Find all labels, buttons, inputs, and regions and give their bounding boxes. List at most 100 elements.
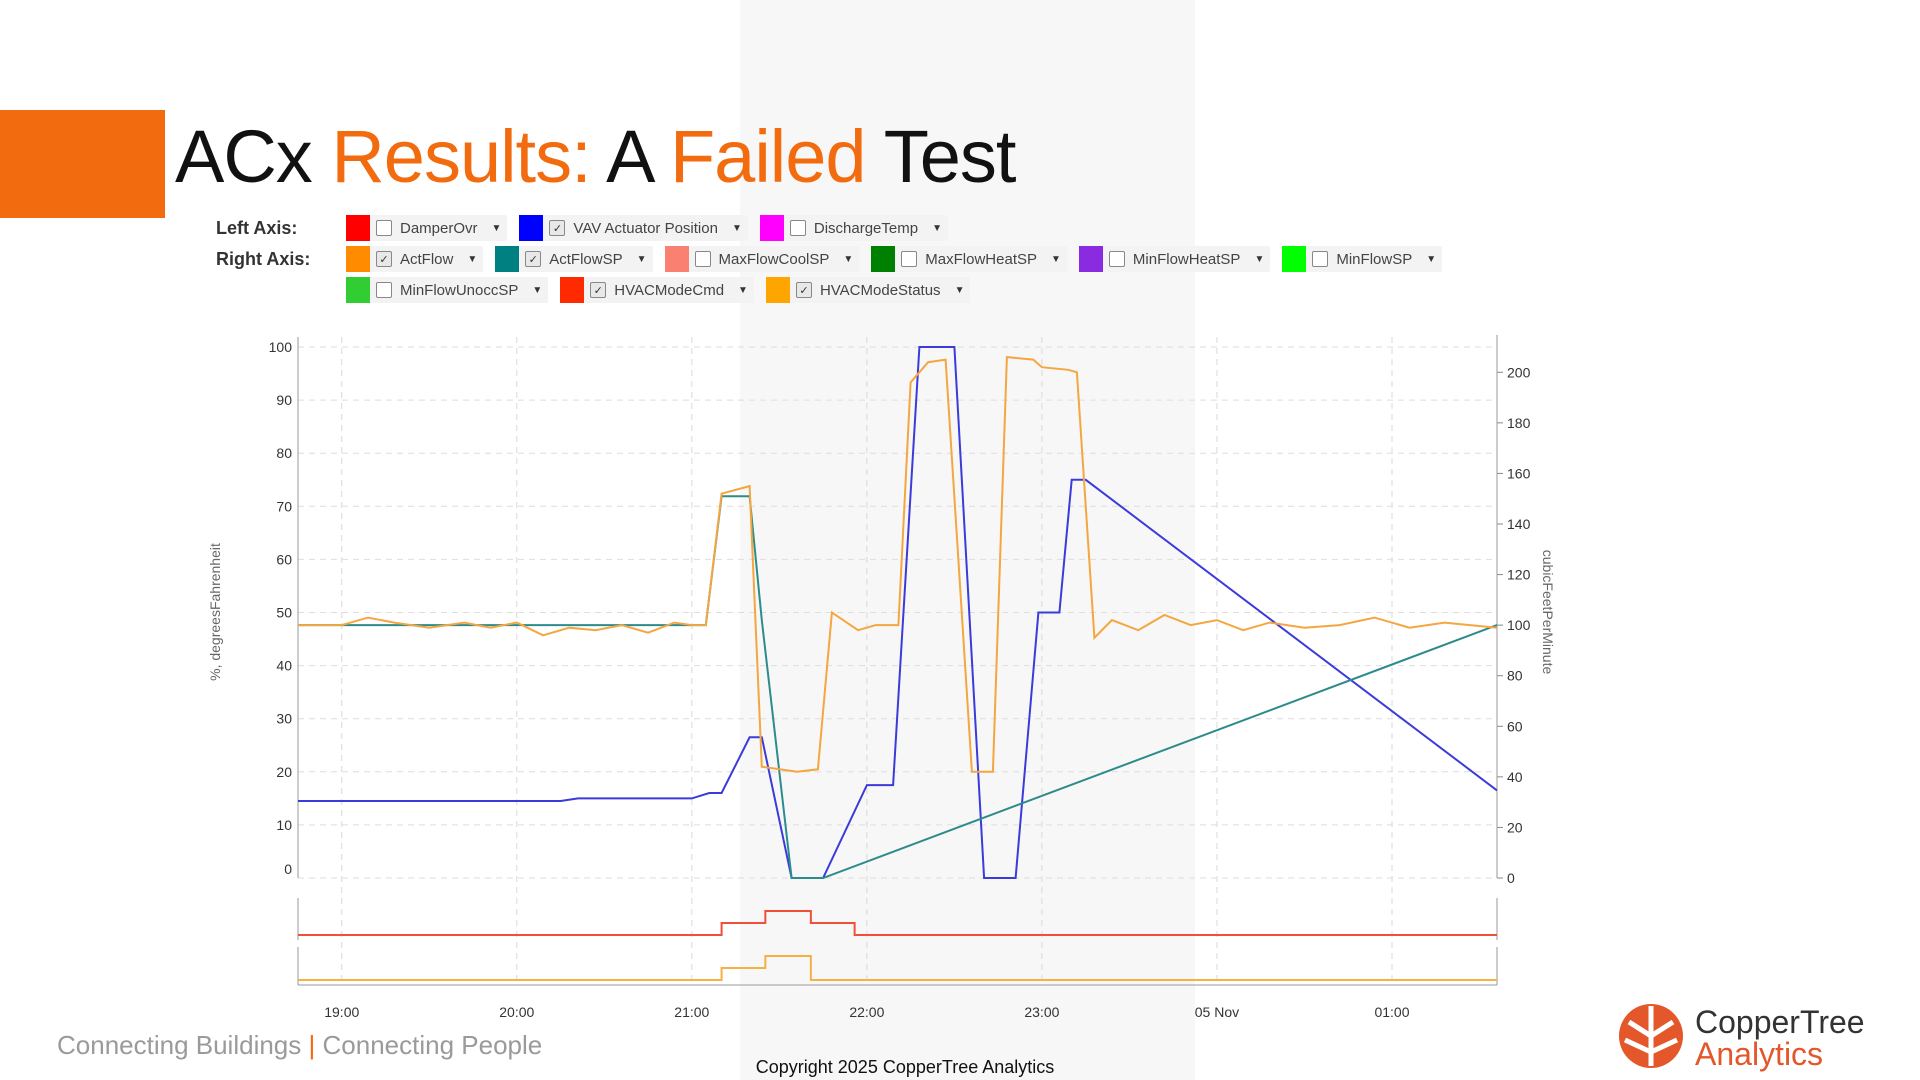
x-tick-label: 01:00 (1374, 1004, 1409, 1020)
dropdown-caret-icon[interactable]: ▼ (843, 253, 854, 265)
background-panel (740, 0, 1195, 1080)
series-name: ActFlow (400, 250, 454, 268)
legend-item-minflowheatsp[interactable]: MinFlowHeatSP ▼ (1078, 246, 1271, 272)
dropdown-caret-icon[interactable]: ▼ (932, 222, 942, 234)
right-y-tick-label: 160 (1507, 465, 1531, 481)
right-y-tick-label: 0 (1507, 870, 1515, 886)
color-swatch[interactable] (346, 277, 370, 303)
left-y-tick-label: 80 (276, 445, 292, 461)
left-y-tick-label: 50 (276, 605, 292, 621)
color-swatch[interactable] (346, 215, 370, 241)
color-swatch[interactable] (346, 246, 370, 272)
color-swatch[interactable] (664, 246, 689, 272)
footer-tagline-a: Connecting Buildings (57, 1030, 302, 1060)
dropdown-caret-icon[interactable]: ▼ (636, 253, 647, 265)
legend-item-dischargetemp[interactable]: DischargeTemp ▼ (759, 215, 948, 241)
dropdown-caret-icon[interactable]: ▼ (467, 253, 478, 265)
series-checkbox[interactable] (694, 251, 711, 267)
legend-item-minflowunoccsp[interactable]: MinFlowUnoccSP ▼ (346, 277, 549, 303)
series-name: DamperOvr (400, 219, 478, 237)
x-tick-label: 22:00 (849, 1004, 884, 1020)
x-tick-label: 19:00 (324, 1004, 359, 1020)
series-checkbox[interactable] (901, 251, 918, 267)
legend-item-actflowsp[interactable]: ✓ ActFlowSP ▼ (495, 246, 653, 272)
series-checkbox[interactable] (1312, 251, 1329, 267)
left-axis-label: Left Axis: (216, 217, 298, 238)
legend-row-left: Left Axis: DamperOvr ▼ ✓ VAV Actuator Posit… (200, 214, 960, 242)
series-checkbox[interactable] (1108, 251, 1125, 267)
series-name: DischargeTemp (813, 219, 919, 237)
x-tick-label: 21:00 (674, 1004, 709, 1020)
color-swatch[interactable] (765, 277, 790, 303)
left-y-tick-label: 100 (269, 339, 293, 355)
x-tick-label: 20:00 (499, 1004, 534, 1020)
series-checkbox[interactable]: ✓ (590, 282, 607, 298)
dropdown-caret-icon[interactable]: ▼ (1426, 253, 1437, 265)
copyright-text: Copyright 2025 CopperTree Analytics (755, 1057, 1055, 1077)
color-swatch[interactable] (560, 277, 585, 303)
left-y-tick-label: 60 (276, 551, 292, 567)
title-accent-block (0, 110, 165, 218)
dropdown-caret-icon[interactable]: ▼ (1254, 253, 1265, 265)
left-y-axis-title: %, degreesFahrenheit (207, 543, 223, 681)
series-checkbox[interactable] (789, 220, 806, 236)
logo-text-line2: Analytics (1695, 1036, 1824, 1072)
color-swatch[interactable] (1078, 246, 1103, 272)
title-part-3: A (590, 115, 670, 198)
title-part-1: ACx (175, 115, 332, 198)
left-y-tick-label: 70 (276, 498, 292, 514)
color-swatch[interactable] (759, 215, 784, 241)
legend-item-hvacmodestatus[interactable]: ✓ HVACModeStatus ▼ (765, 277, 971, 303)
series-checkbox[interactable]: ✓ (795, 282, 812, 298)
legend-row-right-2: MinFlowUnoccSP ▼ ✓ HVACModeCmd ▼ ✓ HVACModeSta… (346, 276, 982, 304)
right-y-tick-label: 20 (1507, 819, 1523, 835)
left-y-tick-label: 0 (284, 861, 292, 877)
legend-item-maxflowheatsp[interactable]: MaxFlowHeatSP ▼ (871, 246, 1067, 272)
dropdown-caret-icon[interactable]: ▼ (954, 284, 965, 296)
legend-item-hvacmodecmd[interactable]: ✓ HVACModeCmd ▼ (560, 277, 754, 303)
right-y-tick-label: 140 (1507, 516, 1531, 532)
slide-title: ACx Results: A Failed Test (175, 112, 1017, 202)
right-axis-items-row1: ✓ ActFlow ▼ ✓ ActFlowSP ▼ MaxFlowCoolSP ▼ MaxFlo… (346, 246, 1454, 272)
legend-item-actflow[interactable]: ✓ ActFlow ▼ (346, 246, 484, 272)
left-y-tick-label: 40 (276, 658, 292, 674)
series-checkbox[interactable]: ✓ (525, 251, 542, 267)
left-axis-items: DamperOvr ▼ ✓ VAV Actuator Position ▼ Dischar… (346, 215, 960, 241)
legend-row-right: Right Axis: ✓ ActFlow ▼ ✓ ActFlowSP ▼ MaxFlowC… (200, 245, 1454, 273)
series-name: MinFlowSP (1336, 250, 1413, 268)
color-swatch[interactable] (519, 215, 544, 241)
right-y-tick-label: 80 (1507, 668, 1523, 684)
legend-item-maxflowcoolsp[interactable]: MaxFlowCoolSP ▼ (664, 246, 860, 272)
dropdown-caret-icon[interactable]: ▼ (1051, 253, 1061, 265)
series-line-actflow (298, 356, 1498, 773)
x-tick-label: 05 Nov (1195, 1004, 1239, 1020)
legend-item-minflowsp[interactable]: MinFlowSP ▼ (1282, 246, 1443, 272)
right-y-tick-label: 180 (1507, 415, 1531, 431)
dropdown-caret-icon[interactable]: ▼ (532, 284, 543, 296)
right-y-tick-label: 200 (1507, 364, 1531, 380)
footer-tagline: Connecting Buildings | Connecting People (57, 1030, 542, 1061)
right-y-tick-label: 60 (1507, 718, 1523, 734)
color-swatch[interactable] (495, 246, 520, 272)
series-line-vav-actuator-position (298, 346, 1498, 879)
coppertree-logo-icon (1619, 1004, 1683, 1068)
series-name: MinFlowHeatSP (1132, 250, 1241, 268)
right-axis-label: Right Axis: (216, 248, 311, 269)
right-y-tick-label: 40 (1507, 769, 1523, 785)
left-y-tick-label: 90 (276, 392, 292, 408)
series-checkbox[interactable]: ✓ (376, 251, 392, 267)
series-checkbox[interactable] (376, 220, 392, 236)
legend-item-vav-actuator-position[interactable]: ✓ VAV Actuator Position ▼ (519, 215, 748, 241)
color-swatch[interactable] (1282, 246, 1307, 272)
dropdown-caret-icon[interactable]: ▼ (491, 222, 502, 234)
left-y-tick-label: 10 (276, 817, 292, 833)
series-checkbox[interactable] (376, 282, 392, 298)
color-swatch[interactable] (871, 246, 896, 272)
title-part-5: Test (865, 115, 1017, 198)
dropdown-caret-icon[interactable]: ▼ (731, 222, 742, 234)
legend-item-damperovr[interactable]: DamperOvr ▼ (346, 215, 508, 241)
series-checkbox[interactable]: ✓ (549, 220, 566, 236)
footer-separator: | (308, 1030, 316, 1060)
dropdown-caret-icon[interactable]: ▼ (738, 284, 748, 296)
right-axis-items-row2: MinFlowUnoccSP ▼ ✓ HVACModeCmd ▼ ✓ HVACModeSta… (346, 277, 982, 303)
